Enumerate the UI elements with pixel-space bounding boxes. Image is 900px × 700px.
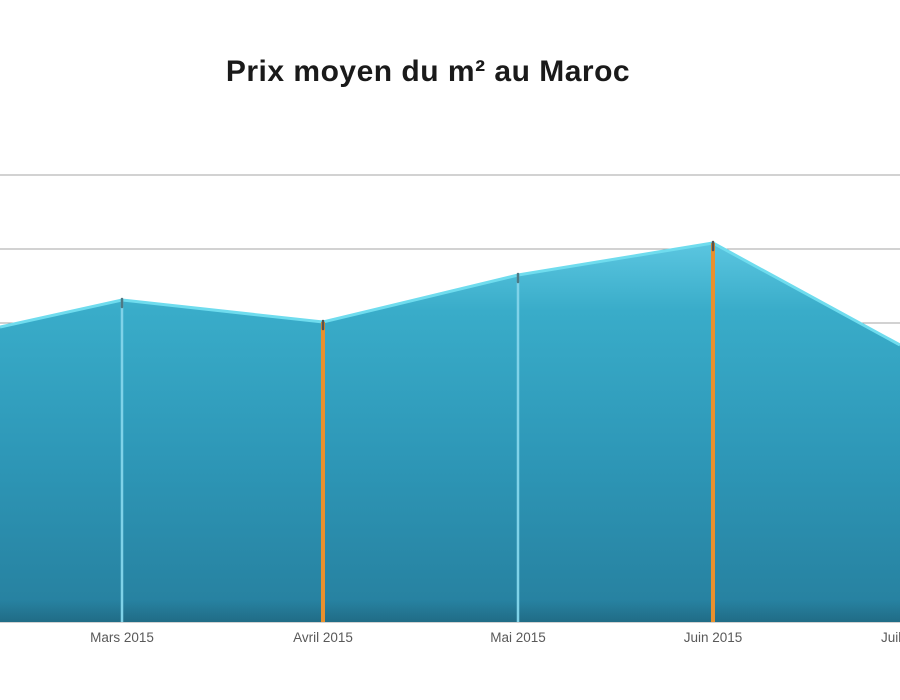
svg-text:Juillet 2015: Juillet 2015 bbox=[881, 630, 900, 645]
svg-text:Mai 2015: Mai 2015 bbox=[490, 630, 546, 645]
svg-text:Avril 2015: Avril 2015 bbox=[293, 630, 353, 645]
svg-text:Juin 2015: Juin 2015 bbox=[684, 630, 743, 645]
svg-text:Mars 2015: Mars 2015 bbox=[90, 630, 154, 645]
